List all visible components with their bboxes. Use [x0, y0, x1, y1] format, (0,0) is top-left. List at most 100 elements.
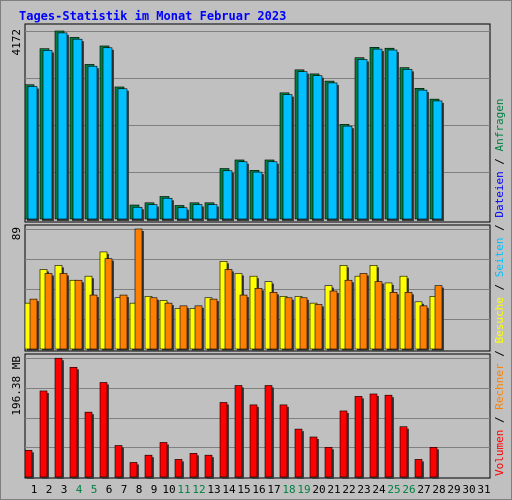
series-seiten [27, 32, 444, 222]
legend-rechner: Rechner [493, 363, 506, 410]
bar-volumen-day-3 [54, 357, 63, 478]
bar-rechner-day-13 [209, 298, 218, 350]
legend-seiten: Seiten [493, 238, 506, 278]
bar-seiten-day-3 [57, 32, 68, 220]
bar-rechner-day-2 [44, 273, 53, 350]
bar-seiten-day-11 [177, 207, 188, 220]
bar-seiten-day-6 [102, 47, 113, 220]
bar-seiten-day-18 [282, 94, 293, 220]
bar-seiten-day-27 [417, 89, 428, 220]
panel-top-max-label: 4172 [10, 29, 23, 56]
series-rechner [29, 228, 444, 351]
bar-volumen-day-11 [174, 459, 183, 478]
bar-seiten-day-28 [432, 100, 443, 220]
x-axis-tick-labels: 1 2 3 4 5 6 7 8 9 10 11 12 13 14 15 16 17 18 19 20 21 22 23 24 2… [31, 483, 491, 496]
bar-rechner-day-18 [284, 297, 293, 350]
bar-seiten-day-8 [132, 206, 143, 220]
bar-rechner-day-12 [194, 305, 203, 350]
bar-volumen-day-7 [114, 445, 123, 478]
chart-panels: 4172 89 196.38 MB [10, 23, 491, 479]
x-tick-day-10: 10 [162, 483, 175, 496]
bar-volumen-day-25 [384, 394, 393, 478]
bar-volumen-day-4 [69, 367, 78, 478]
bar-volumen-day-13 [204, 454, 213, 478]
bar-seiten-day-14 [222, 170, 233, 220]
bar-rechner-day-5 [89, 294, 98, 350]
bar-volumen-day-19 [294, 428, 303, 478]
panel-bottom: 196.38 MB [10, 353, 491, 479]
bar-volumen-day-15 [234, 385, 243, 478]
x-tick-day-7: 7 [121, 483, 128, 496]
bar-seiten-day-7 [117, 88, 128, 220]
legend-separator: / [493, 151, 506, 171]
x-tick-day-12: 12 [192, 483, 205, 496]
bar-volumen-day-12 [189, 453, 198, 478]
bar-volumen-day-26 [399, 426, 408, 478]
bar-rechner-day-23 [359, 273, 368, 350]
panel-top: 4172 [10, 23, 491, 223]
bar-volumen-day-1 [24, 450, 33, 478]
bar-seiten-day-2 [42, 50, 53, 220]
bar-volumen-day-5 [84, 411, 93, 478]
bar-volumen-day-8 [129, 462, 138, 478]
x-tick-day-27: 27 [417, 483, 430, 496]
bar-rechner-day-16 [254, 288, 263, 350]
legend-separator: / [493, 277, 506, 297]
bar-rechner-day-1 [29, 298, 38, 350]
bar-volumen-day-24 [369, 393, 378, 478]
x-tick-day-23: 23 [357, 483, 370, 496]
bar-seiten-day-22 [342, 125, 353, 220]
bar-rechner-day-19 [299, 297, 308, 350]
series-volumen [24, 357, 439, 479]
x-tick-day-3: 3 [61, 483, 68, 496]
chart-legend: Volumen / Rechner / Besuche / Seiten / D… [493, 98, 506, 476]
x-tick-day-13: 13 [207, 483, 220, 496]
bar-volumen-day-21 [324, 447, 333, 478]
bar-seiten-day-15 [237, 161, 248, 220]
x-tick-day-18: 18 [282, 483, 295, 496]
x-tick-day-28: 28 [432, 483, 445, 496]
bar-seiten-day-25 [387, 49, 398, 220]
bar-seiten-day-4 [72, 38, 83, 220]
bar-rechner-day-24 [374, 281, 383, 350]
bar-seiten-day-16 [252, 171, 263, 220]
bar-seiten-day-13 [207, 204, 218, 220]
bar-rechner-day-6 [104, 258, 113, 350]
bar-seiten-day-19 [297, 71, 308, 220]
x-tick-day-30: 30 [462, 483, 475, 496]
bar-volumen-day-17 [264, 385, 273, 478]
bar-seiten-day-17 [267, 161, 278, 220]
bar-rechner-day-20 [314, 304, 323, 350]
bar-seiten-day-26 [402, 69, 413, 220]
x-tick-day-17: 17 [267, 483, 280, 496]
x-tick-day-25: 25 [387, 483, 400, 496]
bar-rechner-day-8 [134, 228, 143, 350]
x-tick-day-5: 5 [91, 483, 98, 496]
x-tick-day-19: 19 [297, 483, 310, 496]
bar-rechner-day-9 [149, 297, 158, 350]
bar-volumen-day-6 [99, 382, 108, 478]
bar-volumen-day-18 [279, 404, 288, 478]
bar-seiten-day-21 [327, 82, 338, 220]
bar-rechner-day-7 [119, 294, 128, 350]
bar-volumen-day-23 [354, 396, 363, 478]
bar-seiten-day-10 [162, 197, 173, 220]
x-tick-day-6: 6 [106, 483, 113, 496]
legend-anfragen: Anfragen [493, 98, 506, 151]
bar-rechner-day-11 [179, 305, 188, 350]
x-tick-day-24: 24 [372, 483, 386, 496]
legend-dateien: Dateien [493, 171, 506, 217]
chart-title: Tages-Statistik im Monat Februar 2023 [19, 9, 286, 23]
x-tick-day-31: 31 [477, 483, 490, 496]
x-tick-day-14: 14 [222, 483, 236, 496]
bar-seiten-day-24 [372, 48, 383, 220]
bar-volumen-day-20 [309, 436, 318, 478]
bar-rechner-day-26 [404, 292, 413, 350]
bar-seiten-day-9 [147, 204, 158, 220]
x-tick-day-9: 9 [151, 483, 158, 496]
panel-bottom-max-label: 196.38 MB [10, 356, 23, 416]
bar-rechner-day-3 [59, 273, 68, 350]
bar-rechner-day-25 [389, 292, 398, 350]
x-tick-day-4: 4 [76, 483, 83, 496]
x-tick-day-22: 22 [342, 483, 355, 496]
